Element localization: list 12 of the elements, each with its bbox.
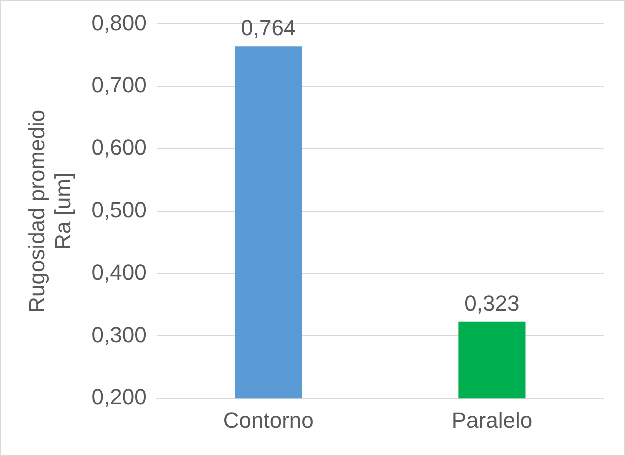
- y-tick-label: 0,400: [92, 260, 147, 285]
- data-label: 0,764: [241, 16, 296, 41]
- y-tick-label: 0,700: [92, 72, 147, 98]
- y-tick-label: 0,800: [92, 10, 147, 36]
- y-tick-label: 0,200: [92, 384, 147, 410]
- y-tick-label: 0,500: [92, 197, 147, 222]
- data-label: 0,323: [464, 290, 520, 316]
- y-tick-label: 0,300: [92, 322, 147, 348]
- y-tick-label: 0,600: [92, 135, 147, 160]
- y-axis-title: Rugosidad promedio Ra [um]: [24, 110, 76, 313]
- x-tick-label: Contorno: [223, 408, 314, 433]
- x-tick-label: Paralelo: [452, 408, 533, 433]
